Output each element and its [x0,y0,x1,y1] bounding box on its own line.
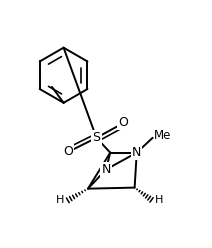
Text: N: N [132,146,141,159]
Text: H: H [56,195,65,205]
Text: H: H [155,195,163,205]
Text: S: S [92,131,100,144]
Text: O: O [118,116,128,129]
Text: O: O [63,145,73,158]
Text: Me: Me [154,129,171,142]
Text: N: N [101,163,111,176]
